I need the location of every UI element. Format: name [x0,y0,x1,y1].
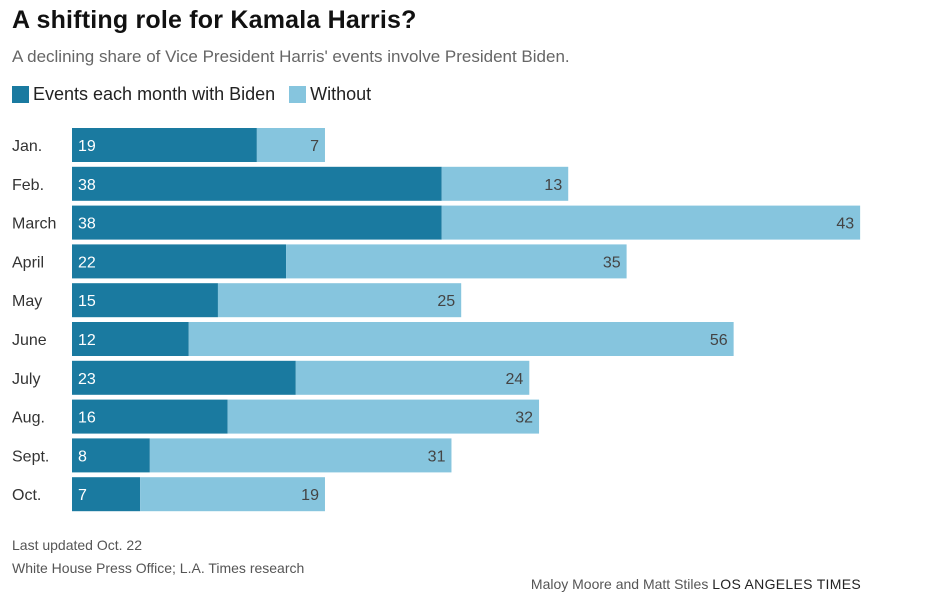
value-label-without-jan: 7 [310,138,319,155]
bar-without-oct [140,477,325,512]
legend-swatch-with-biden [12,86,29,103]
bar-with-biden-march [72,205,442,240]
legend-item-with-biden: Events each month with Biden [12,84,275,105]
bar-chart: Jan. 19 7 Feb. 38 13 March 38 43 April 22 35 May 15 25… [12,128,861,512]
value-label-with-biden-aug: 16 [78,410,96,427]
value-label-with-biden-june: 12 [78,332,96,349]
bar-with-biden-feb [72,166,442,201]
value-label-with-biden-april: 22 [78,254,96,271]
bar-without-april [286,244,627,279]
category-label-march: March [12,216,56,233]
bar-with-biden-jan [72,128,257,162]
bar-with-biden-oct [72,477,141,512]
value-label-with-biden-may: 15 [78,293,96,310]
bar-without-feb [441,166,569,201]
value-label-without-may: 25 [437,293,455,310]
value-label-without-aug: 32 [515,410,533,427]
value-label-without-april: 35 [603,254,621,271]
value-label-without-june: 56 [710,332,728,349]
bar-without-may [217,283,462,318]
category-label-oct: Oct. [12,487,41,504]
legend-label-without: Without [310,84,372,104]
bar-with-biden-july [72,360,296,395]
value-label-with-biden-july: 23 [78,371,96,388]
chart-subtitle: A declining share of Vice President Harr… [12,47,570,66]
bar-without-jan [256,128,325,162]
category-label-may: May [12,293,42,310]
legend-label-with-biden: Events each month with Biden [33,84,276,104]
bar-without-march [441,205,861,240]
value-label-without-sept: 31 [428,448,446,465]
value-label-with-biden-march: 38 [78,216,96,233]
category-label-sept: Sept. [12,448,49,465]
value-label-with-biden-jan: 19 [78,138,96,155]
value-label-with-biden-oct: 7 [78,487,87,504]
chart-title: A shifting role for Kamala Harris? [12,6,417,34]
source-note: White House Press Office; L.A. Times res… [12,560,305,576]
category-label-june: June [12,332,47,349]
value-label-without-feb: 13 [544,177,562,194]
value-label-with-biden-feb: 38 [78,177,96,194]
bar-without-aug [227,399,540,434]
bar-without-sept [149,438,452,473]
legend: Events each month with Biden Without [12,84,385,105]
bar-without-july [295,360,530,395]
bar-with-biden-sept [72,438,150,473]
value-label-without-july: 24 [506,371,524,388]
category-label-april: April [12,254,44,271]
bar-with-biden-june [72,322,189,356]
category-label-jan: Jan. [12,138,42,155]
value-label-without-oct: 19 [301,487,319,504]
value-label-with-biden-sept: 8 [78,448,87,465]
bar-with-biden-may [72,283,218,318]
category-label-feb: Feb. [12,177,44,194]
legend-item-without: Without [289,84,371,105]
bar-without-june [188,322,734,356]
credit-authors: Maloy Moore and Matt Stiles [530,576,709,592]
bar-with-biden-april [72,244,287,279]
credit-org: LOS ANGELES TIMES [712,576,861,592]
bar-with-biden-aug [72,399,228,434]
category-label-july: July [12,371,40,388]
last-updated: Last updated Oct. 22 [12,537,142,553]
legend-swatch-without [289,86,307,103]
value-label-without-march: 43 [836,216,854,233]
category-label-aug: Aug. [12,410,45,427]
credit: Maloy Moore and Matt Stiles LOS ANGELES … [531,576,861,592]
